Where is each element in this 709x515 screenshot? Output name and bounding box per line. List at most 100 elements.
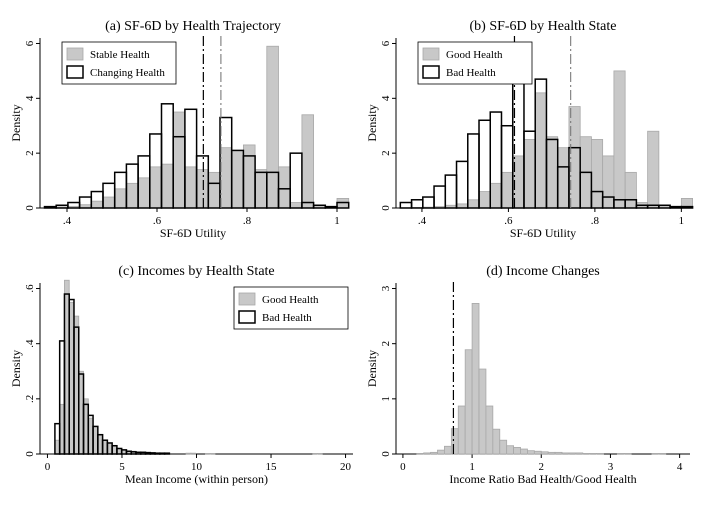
x-tick-label: 3 — [608, 461, 614, 473]
histogram-bar-filled — [185, 452, 192, 455]
x-tick-label: .8 — [591, 215, 600, 227]
histogram-bar-filled — [242, 144, 256, 209]
x-tick-label: 1 — [469, 461, 475, 473]
histogram-bar-outline — [410, 199, 424, 209]
histogram-bar-filled — [534, 92, 547, 209]
histogram-bar-filled — [527, 450, 535, 455]
x-axis-title: SF-6D Utility — [160, 226, 226, 240]
histogram-bar-filled — [172, 111, 186, 209]
histogram-bar-filled — [501, 171, 514, 209]
legend-swatch-outline — [66, 65, 84, 79]
legend-label: Good Health — [262, 294, 319, 306]
histogram-bar-filled — [278, 166, 291, 209]
histogram-bar-filled — [450, 428, 459, 455]
histogram-bar-outline — [195, 155, 210, 209]
chart-title: (a) SF-6D by Health Trajectory — [105, 19, 281, 34]
histogram-bar-outline — [399, 201, 413, 209]
histogram-bar-filled — [616, 453, 625, 455]
y-axis-title: Density — [365, 104, 379, 141]
x-tick-label: 2 — [539, 461, 545, 473]
histogram-bar-filled — [533, 450, 542, 455]
histogram-bar-filled — [624, 171, 637, 209]
histogram-bar-filled — [437, 449, 445, 455]
y-axis-title: Density — [9, 104, 23, 141]
histogram-bar-filled — [575, 452, 584, 455]
histogram-bar-filled — [568, 452, 577, 455]
panel-a: (a) SF-6D by Health Trajectory 0 2 4 6 .4 .6 .8… — [9, 19, 350, 240]
legend-swatch-outline — [422, 65, 440, 79]
y-tick-label: 6 — [380, 40, 392, 46]
y-tick-label: 0 — [380, 205, 392, 211]
y-tick-label: .4 — [24, 339, 36, 348]
histogram-bar-outline — [455, 160, 469, 209]
chart-title: (d) Income Changes — [486, 264, 600, 279]
histogram-bar-filled — [506, 445, 514, 455]
legend-swatch-filled — [238, 292, 256, 306]
y-tick-label: 4 — [380, 95, 392, 101]
histogram-bar-filled — [471, 303, 480, 455]
legend-label: Good Health — [446, 49, 503, 61]
x-tick-label: 1 — [334, 215, 340, 227]
histogram-bar-filled — [557, 147, 570, 209]
histogram-bar-filled — [478, 368, 487, 455]
histogram-bar-filled — [207, 171, 221, 209]
y-tick-label: 2 — [380, 150, 392, 156]
x-tick-label: 0 — [45, 461, 51, 473]
histogram-bar-filled — [520, 448, 528, 455]
histogram-bar-filled — [523, 139, 536, 209]
histogram-bar-filled — [161, 163, 174, 209]
y-tick-label: 0 — [380, 451, 392, 457]
legend-swatch-outline — [238, 310, 256, 324]
x-tick-label: 0 — [400, 461, 406, 473]
legend-box — [233, 286, 349, 330]
histogram-bar-filled — [149, 166, 162, 209]
histogram-bar-filled — [623, 453, 632, 455]
histogram-bar-outline — [324, 205, 338, 209]
panel-b: (b) SF-6D by Health State 0 2 4 6 .4 .6 .8 1 SF-6… — [365, 19, 694, 240]
histogram-bar-filled — [658, 453, 667, 455]
histogram-bar-filled — [540, 451, 549, 455]
histogram-bar-filled — [317, 453, 323, 455]
histogram-bar-filled — [231, 150, 244, 209]
histogram-bar-filled — [464, 349, 473, 455]
x-axis-title: Income Ratio Bad Health/Good Health — [449, 472, 636, 486]
histogram-bar-outline — [669, 205, 683, 209]
legend-swatch-filled — [66, 47, 84, 61]
y-axis-title: Density — [9, 350, 23, 387]
histogram-bar-filled — [561, 452, 570, 455]
histogram-bar-filled — [209, 453, 216, 455]
histogram-bar-filled — [430, 451, 438, 455]
y-tick-label: 4 — [24, 95, 36, 101]
x-axis-title: SF-6D Utility — [510, 226, 576, 240]
x-tick-label: 4 — [677, 461, 683, 473]
histogram-bar-filled — [591, 139, 604, 209]
y-axis-title: Density — [365, 350, 379, 387]
histogram-bar-filled — [485, 405, 494, 455]
y-tick-label: 3 — [380, 285, 392, 291]
legend-label: Changing Health — [90, 67, 165, 79]
histogram-bar-filled — [312, 453, 318, 455]
x-tick-label: 15 — [266, 461, 278, 473]
legend-swatch-filled — [422, 47, 440, 61]
y-tick-label: .6 — [24, 284, 36, 293]
histogram-bar-filled — [416, 453, 425, 455]
histogram-bar-outline — [680, 205, 694, 209]
histogram-bar-filled — [196, 169, 209, 209]
histogram-bar-filled — [546, 136, 559, 209]
histogram-bar-filled — [184, 166, 197, 209]
legend-label: Bad Health — [262, 312, 312, 324]
histogram-bar-filled — [102, 196, 116, 209]
histogram-bar-filled — [602, 155, 615, 209]
histogram-bar-filled — [499, 439, 508, 455]
x-tick-label: .4 — [418, 215, 427, 227]
histogram-bar-filled — [190, 452, 197, 455]
histogram-bar-filled — [492, 428, 501, 455]
x-tick-label: .6 — [504, 215, 513, 227]
histogram-bar-filled — [582, 453, 591, 455]
histogram-bar-filled — [114, 188, 127, 209]
x-tick-label: .6 — [153, 215, 162, 227]
y-tick-label: 2 — [24, 150, 36, 156]
histogram-bar-filled — [423, 452, 431, 455]
histogram-bar-outline — [289, 152, 303, 209]
histogram-bar-filled — [444, 445, 452, 455]
